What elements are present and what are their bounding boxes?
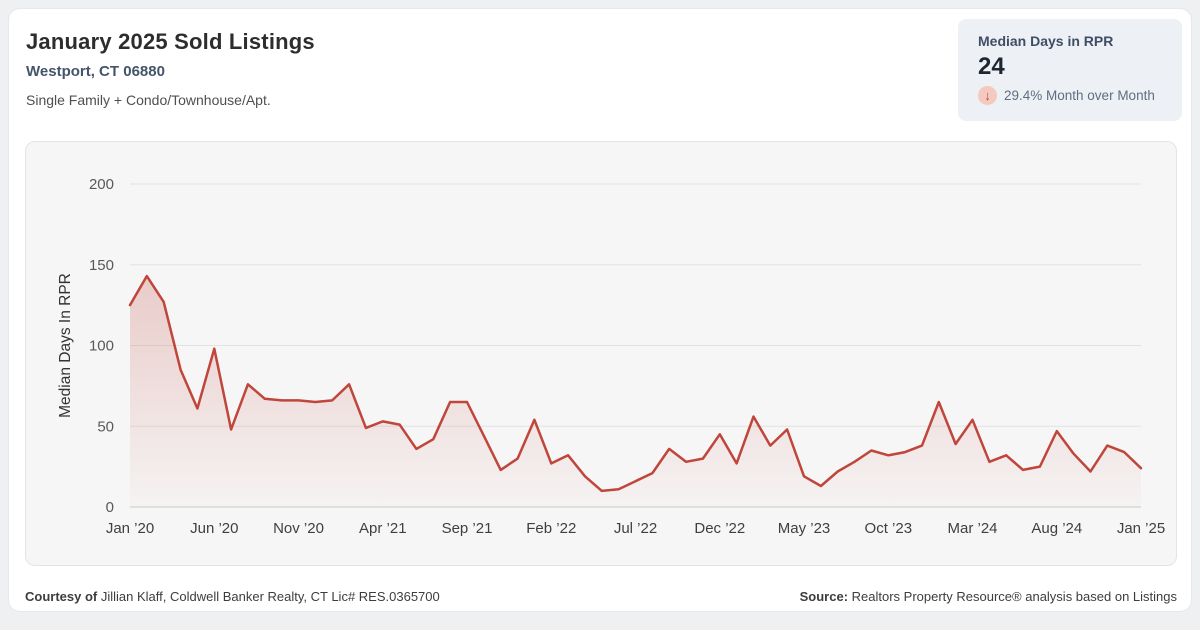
area-fill [130, 276, 1141, 507]
x-tick-label: Dec ’22 [694, 520, 745, 537]
stat-label: Median Days in RPR [978, 33, 1114, 49]
x-tick-label: Mar ’24 [947, 520, 997, 537]
source-text: Source: Realtors Property Resource® anal… [800, 589, 1177, 604]
month-over-month-change: ↓ 29.4% Month over Month [978, 86, 1162, 105]
courtesy-value: Jillian Klaff, Coldwell Banker Realty, C… [97, 589, 440, 604]
y-tick-label: 100 [89, 338, 114, 355]
source-label: Source: [799, 589, 849, 604]
stat-change-text: 29.4% Month over Month [1004, 88, 1155, 103]
y-tick-label: 150 [89, 257, 114, 274]
x-tick-label: Apr ’21 [359, 520, 407, 537]
y-tick-label: 0 [106, 499, 114, 516]
x-tick-label: Oct ’23 [865, 520, 913, 537]
x-tick-label: Nov ’20 [273, 520, 324, 537]
x-tick-label: Feb ’22 [526, 520, 576, 537]
courtesy-label: Courtesy of [25, 589, 98, 604]
location-subtitle: Westport, CT 06880 [26, 63, 165, 80]
trend-line [128, 274, 1143, 493]
x-tick-label: Jan ’25 [1117, 520, 1165, 537]
y-axis-title: Median Days In RPR [57, 273, 74, 418]
x-tick-label: Sep ’21 [442, 520, 493, 537]
x-tick-label: Jan ’20 [106, 520, 154, 537]
y-tick-label: 50 [97, 418, 114, 435]
property-type-subtitle: Single Family + Condo/Townhouse/Apt. [26, 92, 271, 108]
page-title: January 2025 Sold Listings [26, 29, 315, 54]
x-tick-label: Aug ’24 [1031, 520, 1082, 537]
median-days-chart-panel: 0 50 100 150 200 Jan ’20 Jun ’20 Nov ’20 Apr ’21… [25, 141, 1177, 566]
down-arrow-icon: ↓ [978, 86, 997, 105]
stat-value: 24 [978, 53, 1005, 80]
courtesy-text: Courtesy of Jillian Klaff, Coldwell Bank… [25, 589, 440, 604]
footer: Courtesy of Jillian Klaff, Coldwell Bank… [25, 589, 1177, 604]
y-tick-label: 200 [89, 176, 114, 193]
x-tick-label: Jul ’22 [614, 520, 657, 537]
median-days-stat-card: Median Days in RPR 24 ↓ 29.4% Month over… [958, 19, 1182, 121]
source-value: Realtors Property Resource® analysis bas… [848, 589, 1177, 604]
report-card: January 2025 Sold Listings Westport, CT … [8, 8, 1192, 612]
median-days-area-chart: 0 50 100 150 200 Jan ’20 Jun ’20 Nov ’20 Apr ’21… [57, 176, 1165, 537]
x-tick-label: Jun ’20 [190, 520, 238, 537]
x-tick-label: May ’23 [778, 520, 831, 537]
